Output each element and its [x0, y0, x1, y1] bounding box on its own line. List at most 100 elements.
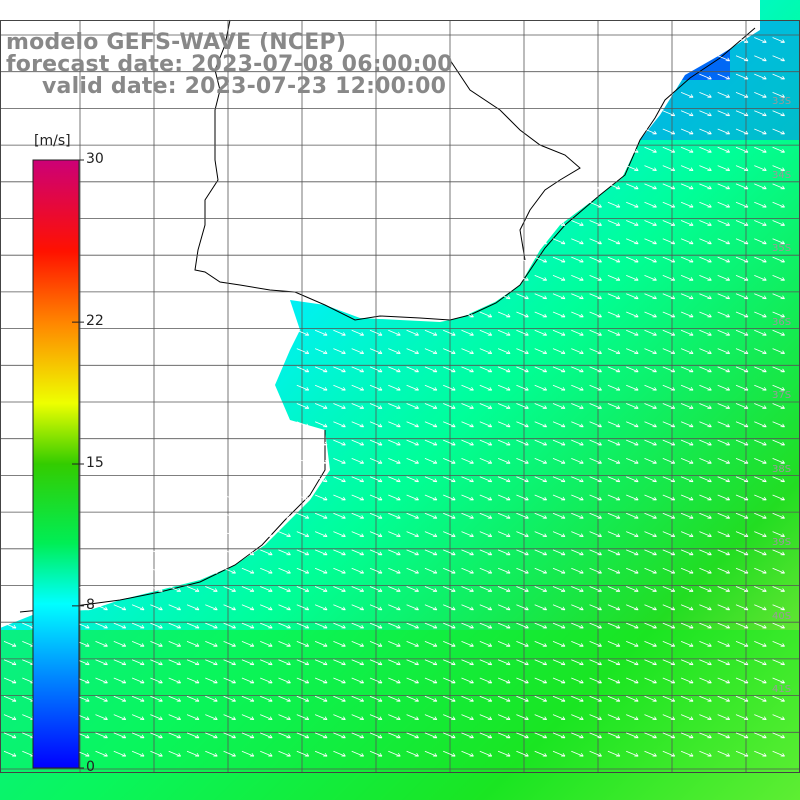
wind-arrow [369, 641, 383, 647]
wind-arrow [205, 641, 218, 647]
wind-arrow [772, 92, 785, 98]
wind-arrow [571, 714, 584, 720]
wind-arrow [131, 622, 145, 629]
wind-arrow [497, 476, 511, 483]
wind-arrow [351, 586, 365, 592]
wind-arrow [644, 384, 657, 391]
wind-arrow [644, 531, 657, 537]
wind-arrow [369, 586, 383, 592]
wind-arrow [534, 403, 548, 409]
wind-arrow [754, 512, 767, 519]
wind-arrow [461, 512, 474, 519]
wind-arrow [443, 421, 456, 428]
wind-arrow [680, 293, 694, 300]
wind-arrow [626, 695, 639, 702]
wind-arrow [571, 293, 584, 300]
wind-arrow [314, 677, 328, 684]
wind-arrow [552, 458, 566, 464]
wind-arrow [516, 732, 529, 739]
wind-arrow [479, 293, 493, 300]
wind-arrow [735, 458, 749, 464]
border-line [449, 59, 581, 261]
wind-arrow [754, 311, 767, 318]
coastline [194, 19, 756, 321]
wind-arrow [735, 439, 749, 446]
wind-arrow [223, 641, 236, 647]
wind-arrow [534, 458, 548, 464]
wind-arrow [626, 659, 639, 666]
wind-arrow [516, 622, 529, 629]
wind-arrow [406, 348, 419, 354]
wind-arrow [241, 695, 255, 702]
wind-arrow [680, 439, 694, 446]
wind-arrow [406, 366, 419, 373]
wind-arrow [754, 183, 767, 190]
wind-arrow [241, 549, 255, 556]
wind-arrow [717, 403, 731, 409]
wind-arrow [424, 403, 438, 409]
title-forecast-date: forecast date: 2023-07-08 06:00:00 [6, 52, 453, 77]
wind-arrow [534, 384, 548, 391]
wind-arrow [644, 293, 657, 300]
wind-arrow [296, 604, 310, 611]
wind-arrow [754, 55, 767, 62]
wind-arrow [607, 695, 621, 702]
wind-arrow [772, 494, 785, 501]
wind-arrow [589, 604, 602, 611]
wind-arrow [388, 604, 401, 611]
wind-arrow [644, 348, 657, 354]
wind-arrow [497, 677, 511, 684]
wind-arrow [607, 293, 621, 300]
wind-arrow [680, 604, 694, 611]
wind-arrow [186, 641, 200, 647]
wind-arrow [296, 348, 310, 354]
wind-arrow [571, 494, 584, 501]
wind-arrow [552, 476, 566, 483]
wind-arrow [369, 476, 383, 483]
wind-arrow [772, 695, 785, 702]
wind-arrow [754, 201, 767, 208]
wind-arrow [333, 641, 346, 647]
wind-arrow [497, 604, 511, 611]
wind-arrow [205, 512, 218, 519]
wind-arrow [479, 622, 493, 629]
wind-arrow [662, 348, 676, 354]
wind-arrow [754, 531, 767, 537]
wind-arrow [754, 275, 767, 281]
wind-arrow [461, 677, 474, 684]
wind-arrow [461, 439, 474, 446]
wind-arrow [223, 531, 236, 537]
wind-arrow [735, 92, 749, 98]
colorbar-tick-label: 8 [86, 596, 95, 613]
wind-arrow [644, 659, 657, 666]
wind-arrow [424, 421, 438, 428]
latitude-label: 38S [772, 463, 792, 475]
wind-arrow [168, 677, 182, 684]
wind-arrow [333, 677, 346, 684]
wind-arrow [296, 549, 310, 556]
wind-arrow [644, 201, 657, 208]
wind-arrow [424, 750, 438, 757]
wind-arrow [644, 622, 657, 629]
wind-arrow [607, 201, 621, 208]
wind-arrow [461, 586, 474, 592]
wind-arrow [552, 604, 566, 611]
wind-arrow [735, 695, 749, 702]
wind-arrow [552, 439, 566, 446]
wind-arrow [168, 549, 182, 556]
wind-arrow [589, 695, 602, 702]
wind-arrow [589, 293, 602, 300]
wind-arrow [534, 531, 548, 537]
wind-arrow [735, 348, 749, 354]
wind-arrow [333, 586, 346, 592]
wind-arrow [717, 659, 731, 666]
wind-arrow [168, 659, 182, 666]
wind-arrow [388, 695, 401, 702]
wind-arrow [3, 714, 17, 720]
wind-arrow [351, 384, 365, 391]
wind-arrow [644, 165, 657, 171]
wind-arrow [497, 439, 511, 446]
wind-arrow [186, 531, 200, 537]
wind-arrow [589, 750, 602, 757]
